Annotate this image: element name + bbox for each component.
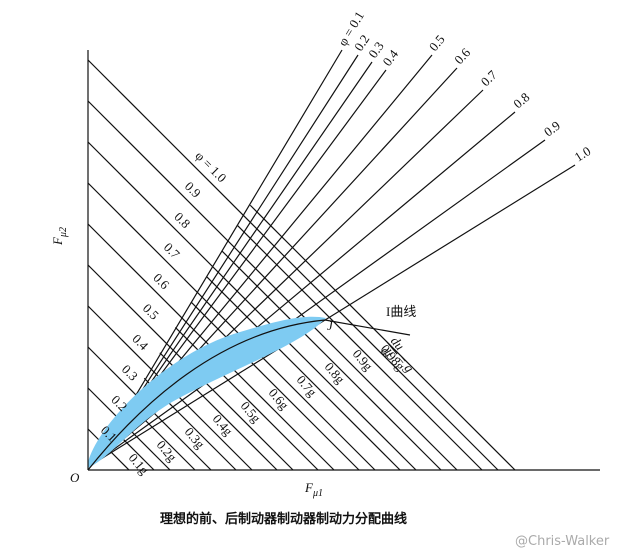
y-axis-label: Fμ2 [50,227,69,246]
g-line [190,301,360,471]
y-axis-label-sub: μ2 [58,227,69,238]
x-axis-label: Fμ1 [304,480,323,499]
x-axis-label-main: F [304,480,314,495]
y-axis-label-main: F [50,236,65,246]
phi-diagonal-line [87,59,499,471]
origin-label: O [70,470,80,485]
curve-label: I曲线 [386,304,416,319]
point-label: J [327,318,334,333]
shaded-region [88,316,326,468]
phi-diagonal-line [87,100,458,471]
phi-fan-line [95,139,546,463]
g-line [206,276,401,471]
watermark: @Chris-Walker [515,534,610,549]
phi-fan-label: 1.0 [572,143,594,164]
phi-fan-line [95,164,576,463]
i-curve [87,319,411,471]
caption: 理想的前、后制动器制动器制动力分配曲线 [160,511,407,527]
g-line [249,204,516,471]
phi-diagonal-line [87,182,376,471]
phi-diagonal-line [87,141,417,471]
g-line [237,225,483,471]
phi-fan-label: 0.2 [351,32,372,54]
phi-fan-line [95,49,343,463]
fraction-bar [386,341,398,355]
x-axis-label-sub: μ1 [312,488,323,499]
g-line [221,250,442,471]
